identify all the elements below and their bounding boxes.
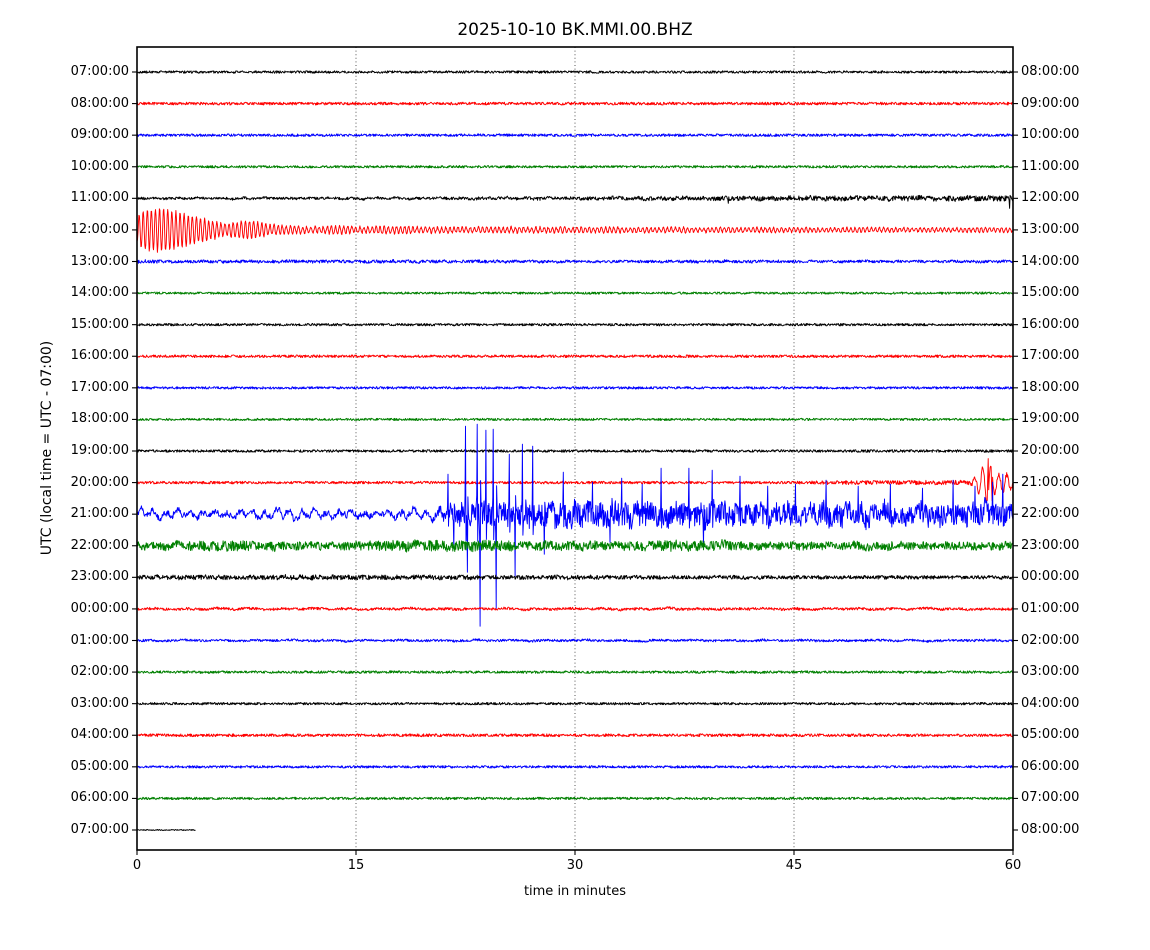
trace-row-3 xyxy=(136,165,1014,169)
trace-row-16 xyxy=(136,574,1014,581)
end-time-label: 11:00:00 xyxy=(1021,158,1080,174)
utc-time-label: 11:00:00 xyxy=(70,190,129,206)
utc-time-label: 14:00:00 xyxy=(70,285,129,301)
end-time-label: 15:00:00 xyxy=(1021,285,1080,301)
utc-time-label: 00:00:00 xyxy=(70,600,129,616)
end-time-label: 18:00:00 xyxy=(1021,379,1080,395)
utc-time-label: 04:00:00 xyxy=(70,727,129,743)
trace-row-22 xyxy=(136,765,1014,769)
utc-time-label: 19:00:00 xyxy=(70,443,129,458)
trace-row-24 xyxy=(136,829,196,831)
end-time-label: 08:00:00 xyxy=(1021,64,1080,79)
utc-time-label: 09:00:00 xyxy=(70,127,129,143)
utc-time-label: 21:00:00 xyxy=(70,506,129,522)
trace-row-7 xyxy=(136,291,1014,295)
end-time-label: 20:00:00 xyxy=(1021,443,1080,458)
trace-row-10 xyxy=(136,386,1014,390)
end-time-label: 19:00:00 xyxy=(1021,411,1080,427)
utc-time-label: 20:00:00 xyxy=(70,474,129,490)
traces xyxy=(136,70,1014,831)
trace-row-1 xyxy=(136,101,1014,106)
utc-time-label: 15:00:00 xyxy=(70,316,129,332)
end-time-label: 07:00:00 xyxy=(1021,790,1080,806)
x-tick-label: 15 xyxy=(347,858,365,873)
end-time-label: 01:00:00 xyxy=(1021,600,1080,616)
trace-row-21 xyxy=(136,733,1014,738)
end-time-label: 05:00:00 xyxy=(1021,727,1080,743)
utc-time-label: 12:00:00 xyxy=(70,221,129,237)
utc-time-label: 01:00:00 xyxy=(70,632,129,648)
end-time-label: 10:00:00 xyxy=(1021,127,1080,143)
end-time-label: 21:00:00 xyxy=(1021,474,1080,490)
end-time-label: 02:00:00 xyxy=(1021,632,1080,648)
trace-row-2 xyxy=(136,133,1014,137)
trace-row-8 xyxy=(136,323,1014,327)
end-time-label: 16:00:00 xyxy=(1021,316,1080,332)
utc-time-label: 10:00:00 xyxy=(70,158,129,174)
trace-row-11 xyxy=(136,417,1014,421)
utc-time-label: 22:00:00 xyxy=(70,537,129,553)
utc-time-label: 08:00:00 xyxy=(70,95,129,111)
trace-row-5 xyxy=(136,208,1014,253)
axis-ticks xyxy=(132,71,1018,855)
end-time-label: 06:00:00 xyxy=(1021,758,1080,774)
utc-time-label: 06:00:00 xyxy=(70,790,129,806)
utc-time-label: 16:00:00 xyxy=(70,348,129,364)
trace-row-17 xyxy=(136,606,1014,612)
chart-title: 2025-10-10 BK.MMI.00.BHZ xyxy=(457,20,693,40)
utc-time-label: 17:00:00 xyxy=(70,379,129,395)
trace-row-6 xyxy=(136,259,1014,264)
trace-row-19 xyxy=(136,670,1014,674)
x-axis-label: time in minutes xyxy=(523,884,627,899)
end-time-label: 03:00:00 xyxy=(1021,664,1080,680)
trace-row-15 xyxy=(136,539,1014,553)
utc-time-label: 07:00:00 xyxy=(70,822,129,837)
x-tick-label: 30 xyxy=(566,858,584,873)
utc-time-label: 13:00:00 xyxy=(70,253,129,269)
x-tick-label: 0 xyxy=(132,858,142,873)
end-time-label: 17:00:00 xyxy=(1021,348,1080,364)
trace-row-12 xyxy=(136,449,1014,453)
utc-time-label: 02:00:00 xyxy=(70,664,129,680)
trace-row-14 xyxy=(136,423,1014,627)
trace-row-18 xyxy=(136,638,1014,643)
utc-time-label: 03:00:00 xyxy=(70,695,129,711)
x-tick-label: 60 xyxy=(1004,858,1022,873)
end-time-label: 00:00:00 xyxy=(1021,569,1080,585)
utc-time-label: 07:00:00 xyxy=(70,64,129,79)
utc-time-label: 18:00:00 xyxy=(70,411,129,427)
x-tick-label: 45 xyxy=(785,858,803,873)
utc-time-label: 23:00:00 xyxy=(70,569,129,585)
trace-row-13 xyxy=(136,458,1014,502)
trace-row-20 xyxy=(136,702,1014,706)
trace-row-9 xyxy=(136,354,1014,358)
end-time-label: 04:00:00 xyxy=(1021,695,1080,711)
end-time-label: 13:00:00 xyxy=(1021,221,1080,237)
utc-time-label: 05:00:00 xyxy=(70,758,129,774)
trace-row-4 xyxy=(136,194,1014,209)
end-time-label: 22:00:00 xyxy=(1021,506,1080,522)
end-time-label: 08:00:00 xyxy=(1021,822,1080,837)
gridlines xyxy=(355,47,795,850)
end-time-label: 23:00:00 xyxy=(1021,537,1080,553)
end-time-label: 14:00:00 xyxy=(1021,253,1080,269)
trace-row-23 xyxy=(136,796,1014,801)
end-time-label: 12:00:00 xyxy=(1021,190,1080,206)
end-time-label: 09:00:00 xyxy=(1021,95,1080,111)
trace-row-0 xyxy=(136,70,1014,74)
